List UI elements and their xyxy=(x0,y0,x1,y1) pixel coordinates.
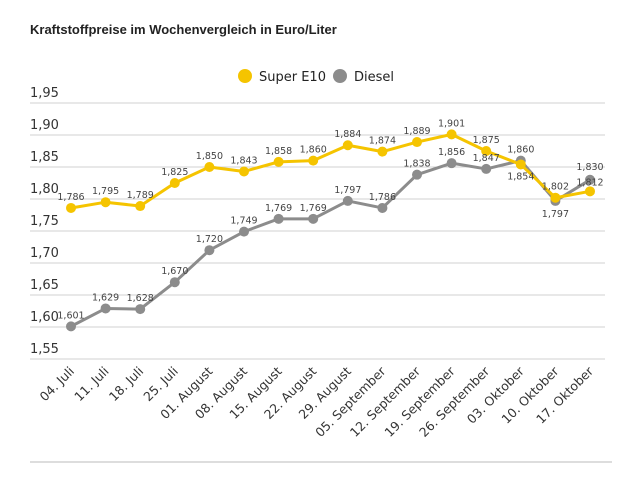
data-point xyxy=(585,186,595,197)
y-tick-label: 1,80 xyxy=(30,182,59,197)
x-tick-label: 04. Juli xyxy=(37,364,78,405)
data-label: 1,838 xyxy=(403,159,430,170)
data-point xyxy=(377,146,388,157)
data-label: 1,786 xyxy=(369,192,396,203)
data-point xyxy=(135,201,146,212)
data-point xyxy=(481,163,492,174)
series-line xyxy=(70,159,591,328)
data-label: 1,786 xyxy=(57,192,84,203)
data-label: 1,847 xyxy=(473,153,500,164)
data-label: 1,860 xyxy=(300,145,327,156)
data-point xyxy=(308,155,319,166)
legend-marker xyxy=(238,69,252,83)
y-tick-label: 1,95 xyxy=(30,86,59,101)
data-point xyxy=(377,202,388,213)
legend-marker xyxy=(333,69,347,83)
data-label: 1,875 xyxy=(473,135,500,146)
data-point xyxy=(239,166,249,177)
data-label: 1,795 xyxy=(92,186,119,197)
data-label: 1,843 xyxy=(230,155,257,166)
y-tick-label: 1,55 xyxy=(30,342,59,357)
data-point xyxy=(169,277,180,288)
data-label: 1,854 xyxy=(507,171,534,182)
legend-label: Diesel xyxy=(354,70,394,85)
y-tick-label: 1,90 xyxy=(30,118,59,133)
data-point xyxy=(446,158,457,169)
x-tick-label: 18. Juli xyxy=(106,364,147,405)
data-label: 1,860 xyxy=(507,145,534,156)
data-label: 1,858 xyxy=(265,146,292,157)
data-label: 1,789 xyxy=(127,190,154,201)
data-label: 1,797 xyxy=(334,185,361,196)
data-point xyxy=(66,321,76,332)
data-point xyxy=(273,156,284,167)
data-label: 1,601 xyxy=(57,310,84,321)
data-point xyxy=(481,146,492,156)
legend-label: Super E10 xyxy=(259,70,326,85)
data-label: 1,629 xyxy=(92,292,119,303)
data-point xyxy=(135,304,146,315)
data-label: 1,812 xyxy=(576,177,603,188)
data-point xyxy=(550,192,561,203)
data-label: 1,670 xyxy=(161,266,188,277)
data-label: 1,720 xyxy=(196,234,223,245)
data-label: 1,889 xyxy=(403,126,430,137)
data-label: 1,874 xyxy=(369,136,396,147)
chart-title: Kraftstoffpreise im Wochenvergleich in E… xyxy=(30,22,337,37)
y-tick-label: 1,60 xyxy=(30,310,59,325)
data-label: 1,901 xyxy=(438,118,465,129)
data-label: 1,802 xyxy=(542,182,569,193)
data-point xyxy=(204,162,215,172)
data-point xyxy=(515,159,526,170)
data-label: 1,769 xyxy=(300,203,327,214)
data-point xyxy=(446,129,457,140)
data-point xyxy=(412,169,422,180)
data-point xyxy=(585,174,595,185)
y-tick-label: 1,70 xyxy=(30,246,59,261)
y-tick-label: 1,75 xyxy=(30,214,59,229)
data-point xyxy=(204,245,215,256)
data-point xyxy=(412,137,422,148)
data-point xyxy=(273,213,284,224)
data-point xyxy=(239,226,249,237)
data-label: 1,769 xyxy=(265,203,292,214)
data-point xyxy=(342,140,353,151)
data-point xyxy=(100,197,111,208)
data-point xyxy=(342,195,353,206)
data-label: 1,628 xyxy=(127,293,154,304)
data-point xyxy=(66,202,76,213)
y-tick-label: 1,85 xyxy=(30,150,59,165)
data-label: 1,797 xyxy=(542,209,569,220)
series-line xyxy=(70,132,591,210)
data-label: 1,830 xyxy=(576,162,603,173)
data-label: 1,850 xyxy=(196,151,223,162)
y-tick-label: 1,65 xyxy=(30,278,59,293)
data-label: 1,884 xyxy=(334,129,361,140)
data-point xyxy=(100,303,111,314)
data-label: 1,825 xyxy=(161,167,188,178)
x-tick-label: 11. Juli xyxy=(71,364,112,405)
data-label: 1,749 xyxy=(230,216,257,227)
data-point xyxy=(169,178,180,188)
data-label: 1,856 xyxy=(438,147,465,158)
data-point xyxy=(308,213,319,224)
